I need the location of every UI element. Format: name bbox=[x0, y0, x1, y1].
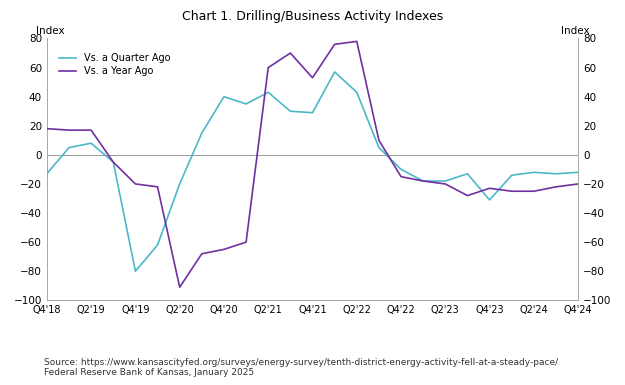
Vs. a Year Ago bbox=[419, 179, 427, 183]
Vs. a Quarter Ago bbox=[198, 131, 206, 136]
Vs. a Quarter Ago bbox=[65, 145, 72, 150]
Vs. a Quarter Ago bbox=[88, 141, 95, 146]
Text: Index: Index bbox=[561, 25, 589, 35]
Vs. a Quarter Ago bbox=[486, 198, 493, 202]
Text: Chart 1. Drilling/Business Activity Indexes: Chart 1. Drilling/Business Activity Inde… bbox=[182, 10, 443, 23]
Vs. a Quarter Ago bbox=[220, 94, 228, 99]
Vs. a Year Ago bbox=[88, 128, 95, 132]
Vs. a Quarter Ago bbox=[109, 160, 117, 164]
Vs. a Year Ago bbox=[43, 126, 51, 131]
Legend: Vs. a Quarter Ago, Vs. a Year Ago: Vs. a Quarter Ago, Vs. a Year Ago bbox=[57, 51, 172, 78]
Vs. a Year Ago bbox=[486, 186, 493, 191]
Vs. a Quarter Ago bbox=[287, 109, 294, 114]
Vs. a Quarter Ago bbox=[464, 171, 471, 176]
Text: Index: Index bbox=[36, 25, 64, 35]
Vs. a Year Ago bbox=[132, 182, 139, 186]
Vs. a Quarter Ago bbox=[398, 167, 405, 172]
Vs. a Year Ago bbox=[552, 184, 560, 189]
Vs. a Quarter Ago bbox=[309, 110, 316, 115]
Vs. a Quarter Ago bbox=[264, 90, 272, 95]
Vs. a Quarter Ago bbox=[132, 269, 139, 273]
Vs. a Year Ago bbox=[530, 189, 538, 194]
Vs. a Quarter Ago bbox=[419, 179, 427, 183]
Vs. a Year Ago bbox=[264, 65, 272, 70]
Vs. a Year Ago bbox=[398, 174, 405, 179]
Vs. a Year Ago bbox=[154, 184, 161, 189]
Vs. a Quarter Ago bbox=[176, 182, 184, 186]
Vs. a Year Ago bbox=[220, 247, 228, 252]
Line: Vs. a Year Ago: Vs. a Year Ago bbox=[47, 42, 578, 287]
Text: Source: https://www.kansascityfed.org/surveys/energy-survey/tenth-district-energ: Source: https://www.kansascityfed.org/su… bbox=[44, 358, 558, 377]
Vs. a Quarter Ago bbox=[552, 171, 560, 176]
Vs. a Quarter Ago bbox=[530, 170, 538, 175]
Vs. a Quarter Ago bbox=[353, 90, 361, 95]
Vs. a Quarter Ago bbox=[242, 102, 250, 106]
Vs. a Year Ago bbox=[176, 285, 184, 290]
Vs. a Year Ago bbox=[464, 193, 471, 198]
Line: Vs. a Quarter Ago: Vs. a Quarter Ago bbox=[47, 72, 578, 271]
Vs. a Year Ago bbox=[65, 128, 72, 132]
Vs. a Year Ago bbox=[309, 75, 316, 80]
Vs. a Quarter Ago bbox=[508, 173, 516, 177]
Vs. a Quarter Ago bbox=[441, 179, 449, 183]
Vs. a Year Ago bbox=[331, 42, 338, 47]
Vs. a Year Ago bbox=[242, 240, 250, 244]
Vs. a Year Ago bbox=[508, 189, 516, 194]
Vs. a Quarter Ago bbox=[154, 243, 161, 247]
Vs. a Year Ago bbox=[109, 160, 117, 164]
Vs. a Year Ago bbox=[198, 251, 206, 256]
Vs. a Year Ago bbox=[375, 138, 382, 142]
Vs. a Year Ago bbox=[441, 182, 449, 186]
Vs. a Quarter Ago bbox=[331, 70, 338, 74]
Vs. a Year Ago bbox=[287, 51, 294, 55]
Vs. a Quarter Ago bbox=[375, 145, 382, 150]
Vs. a Year Ago bbox=[574, 182, 582, 186]
Vs. a Quarter Ago bbox=[574, 170, 582, 175]
Vs. a Year Ago bbox=[353, 39, 361, 44]
Vs. a Quarter Ago bbox=[43, 171, 51, 176]
